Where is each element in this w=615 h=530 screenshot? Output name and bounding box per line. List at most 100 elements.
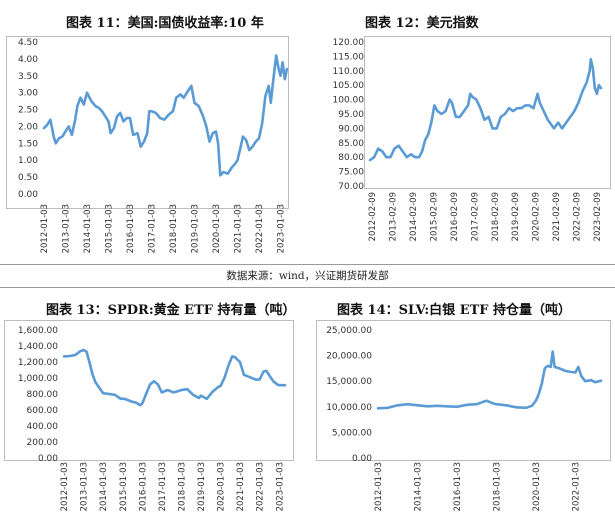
y-tick-label: 1.00 (18, 156, 38, 166)
x-tick-label: 2014-01-03 (83, 204, 93, 253)
x-tick-label: 2023-01-03 (277, 204, 287, 253)
x-tick-label: 2018-01-03 (169, 204, 179, 253)
y-tick-label: 110.00 (333, 67, 365, 77)
y-tick-label: 4.50 (18, 38, 38, 48)
y-tick-label: 20,000.00 (326, 352, 372, 362)
y-tick-label: 0.00 (18, 190, 38, 200)
x-tick-label: 2018-02-09 (491, 192, 501, 241)
divider-top (0, 264, 615, 265)
x-tick-label: 2014-01-03 (414, 462, 424, 511)
x-tick-label: 2020-01-03 (212, 204, 222, 253)
x-tick-label: 2012-01-03 (374, 462, 384, 511)
y-tick-label: 0.00 (352, 454, 372, 464)
y-tick-label: 600.00 (27, 406, 59, 416)
chart-svg-c11: 0.00 0.50 1.00 1.50 2.00 2.50 3.00 3.50 4.00 4.50… (6, 36, 289, 253)
x-tick-label: 2013-01-03 (80, 462, 90, 511)
y-tick-label: 120.00 (333, 38, 365, 48)
y-tick-label: 10,000.00 (326, 403, 372, 413)
y-tick-label: 1,600.00 (18, 326, 58, 336)
chart-title-c13: 图表 13：SPDR:黄金 ETF 持有量（吨） (46, 303, 296, 318)
chart-svg-c13: 0.00 200.00 400.00 600.00 800.00 1,000.00 1,20… (4, 320, 294, 511)
y-tick-label: 2.00 (18, 122, 38, 132)
x-tick-label: 2016-01-03 (138, 462, 148, 511)
y-tick-label: 75.00 (338, 168, 364, 178)
y-tick-label: 100.00 (333, 96, 365, 106)
y-tick-label: 3.50 (18, 72, 38, 82)
plot-frame (6, 36, 289, 209)
x-tick-label: 2020-01-03 (217, 462, 227, 511)
y-tick-label: 90.00 (338, 124, 364, 134)
y-tick-label: 800.00 (27, 390, 59, 400)
x-tick-label: 2019-01-03 (197, 462, 207, 511)
x-tick-label: 2020-02-09 (532, 192, 542, 241)
series-line (42, 54, 289, 177)
x-tick-label: 2021-01-03 (236, 462, 246, 511)
x-tick-label: 2016-02-09 (450, 192, 460, 241)
source-note: 数据来源：wind，兴证期货研发部 (226, 270, 389, 282)
x-tick-label: 2020-01-03 (532, 462, 542, 511)
y-tick-label: 85.00 (338, 139, 364, 149)
x-tick-label: 2012-02-09 (368, 192, 378, 241)
x-tick-label: 2022-01-03 (571, 462, 581, 511)
x-tick-label: 2015-01-03 (119, 462, 129, 511)
divider-bottom (0, 287, 615, 288)
y-tick-label: 25,000.00 (326, 326, 372, 336)
x-tick-label: 2015-01-03 (105, 204, 115, 253)
y-tick-label: 1,200.00 (18, 358, 58, 368)
chart-title-c14: 图表 14：SLV:白银 ETF 持仓量（吨） (337, 303, 572, 318)
x-tick-label: 2022-01-03 (255, 204, 265, 253)
x-tick-label: 2017-02-09 (470, 192, 480, 241)
y-tick-label: 1,400.00 (18, 342, 58, 352)
chart-panel-c14: 0.00 5,000.00 10,000.00 15,000.00 20,000.00 2… (312, 320, 615, 530)
plot-frame (4, 320, 294, 461)
x-tick-label: 2016-01-03 (453, 462, 463, 511)
x-tick-label: 2022-02-09 (573, 192, 583, 241)
series-line (376, 350, 603, 410)
y-tick-label: 1.50 (18, 139, 38, 149)
chart-title-c11: 图表 11：美国:国债收益率:10 年 (66, 16, 264, 31)
y-tick-label: 4.00 (18, 55, 38, 65)
y-tick-label: 95.00 (338, 110, 364, 120)
series-line (368, 58, 603, 162)
y-tick-label: 0.00 (38, 454, 58, 464)
y-tick-label: 15,000.00 (326, 377, 372, 387)
y-tick-label: 5,000.00 (332, 428, 372, 438)
x-tick-label: 2013-01-03 (62, 204, 72, 253)
chart-svg-c14: 0.00 5,000.00 10,000.00 15,000.00 20,000.00 2… (316, 320, 611, 511)
x-tick-label: 2023-01-03 (275, 462, 285, 511)
chart-panel-c12: 70.00 75.00 80.00 85.00 90.00 95.00 100.00 105.… (312, 36, 615, 260)
chart-title-c12: 图表 12：美元指数 (365, 16, 479, 31)
y-tick-label: 2.50 (18, 106, 38, 116)
x-tick-label: 2017-01-03 (148, 204, 158, 253)
x-tick-label: 2019-01-03 (191, 204, 201, 253)
x-tick-label: 2015-02-09 (429, 192, 439, 241)
y-tick-label: 105.00 (333, 81, 365, 91)
y-tick-label: 80.00 (338, 153, 364, 163)
x-tick-label: 2012-01-03 (60, 462, 70, 511)
x-tick-label: 2014-01-03 (99, 462, 109, 511)
x-tick-label: 2017-01-03 (158, 462, 168, 511)
x-tick-label: 2018-01-03 (493, 462, 503, 511)
y-tick-label: 1,000.00 (18, 374, 58, 384)
y-tick-label: 70.00 (338, 182, 364, 192)
y-tick-label: 115.00 (333, 52, 365, 62)
x-tick-label: 2021-02-09 (552, 192, 562, 241)
series-line (62, 348, 287, 407)
x-tick-label: 2019-02-09 (511, 192, 521, 241)
x-tick-label: 2014-02-09 (409, 192, 419, 241)
y-tick-label: 0.50 (18, 173, 38, 183)
x-tick-label: 2012-01-03 (40, 204, 50, 253)
x-tick-label: 2013-02-09 (389, 192, 399, 241)
plot-frame (364, 36, 611, 189)
x-tick-label: 2018-01-03 (177, 462, 187, 511)
chart-panel-c11: 0.00 0.50 1.00 1.50 2.00 2.50 3.00 3.50 4.00 4.50… (0, 36, 300, 260)
x-tick-label: 2023-02-09 (593, 192, 603, 241)
x-tick-label: 2021-01-03 (234, 204, 244, 253)
x-tick-label: 2022-01-03 (256, 462, 266, 511)
chart-panel-c13: 0.00 200.00 400.00 600.00 800.00 1,000.00 1,20… (0, 320, 300, 530)
plot-frame (316, 320, 611, 461)
x-tick-label: 2016-01-03 (126, 204, 136, 253)
chart-svg-c12: 70.00 75.00 80.00 85.00 90.00 95.00 100.00 105.… (333, 36, 611, 241)
y-tick-label: 200.00 (27, 438, 59, 448)
y-tick-label: 3.00 (18, 89, 38, 99)
